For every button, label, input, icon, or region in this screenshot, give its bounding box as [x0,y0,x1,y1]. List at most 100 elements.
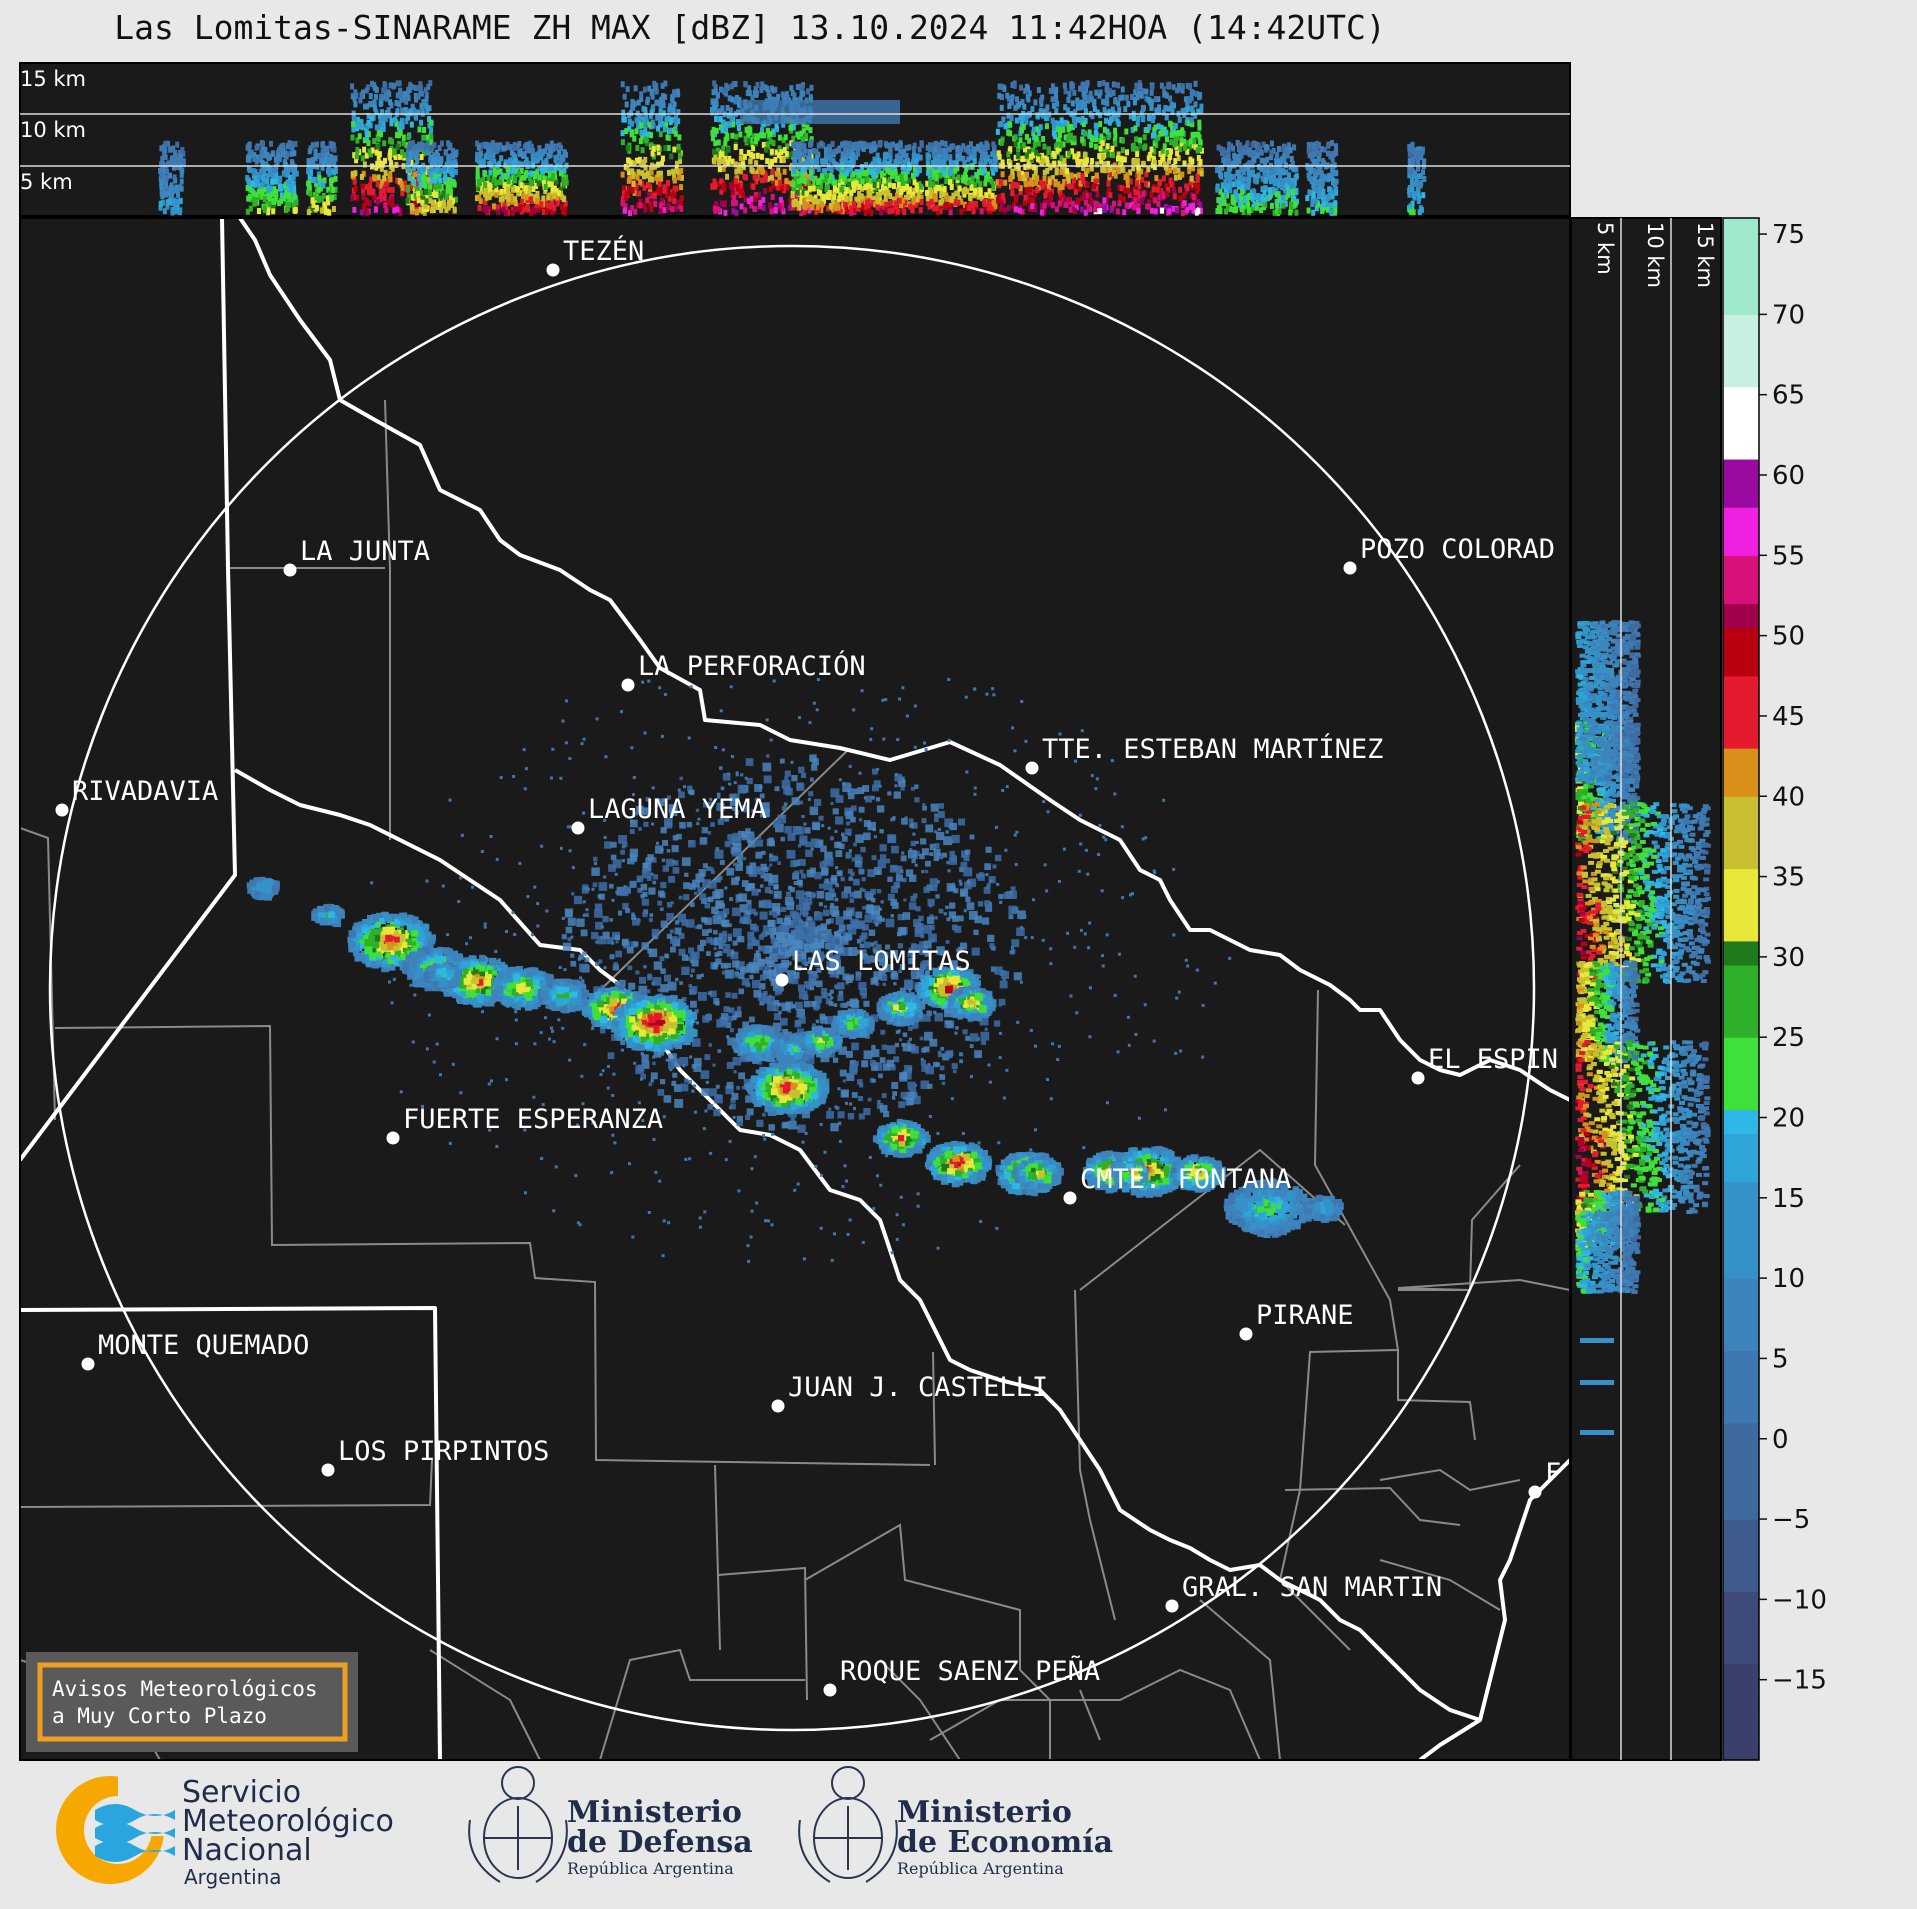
city-label: EL ESPIN [1428,1044,1558,1075]
colorbar-tick-label: −5 [1772,1505,1810,1535]
city-marker: TTE. ESTEBAN MARTÍNEZ [1025,733,1383,775]
city-label: GRAL. SAN MARTIN [1182,1572,1442,1603]
colorbar-tick-label: 0 [1772,1425,1789,1455]
city-marker: GRAL. SAN MARTIN [1165,1572,1442,1613]
city-dot-icon [1239,1327,1253,1341]
city-dot-icon [283,563,297,577]
city-markers: TEZÉN LA JUNTA POZO COLORAD LA PERFORACIÓN T… [55,235,1561,1697]
city-marker: LOS PIRPINTOS [321,1436,549,1477]
defensa-logo-line2: de Defensa [567,1825,753,1860]
city-marker: EL ESPIN [1411,1044,1558,1085]
smn-logo-line2: Meteorológico [182,1804,394,1839]
colorbar-tick-label: 25 [1772,1023,1805,1053]
colorbar-tick-label: −15 [1772,1666,1827,1696]
city-label: TEZÉN [563,235,644,267]
colorbar-tick-label: 45 [1772,702,1805,732]
city-label: F [1545,1458,1561,1489]
city-dot-icon [823,1683,837,1697]
city-marker: POZO COLORAD [1343,534,1555,575]
city-dot-icon [771,1399,785,1413]
radar-map-panel: TEZÉN LA JUNTA POZO COLORAD LA PERFORACIÓN T… [19,217,1571,1761]
side-altitude-label-10km: 10 km [1643,222,1667,288]
city-label: TTE. ESTEBAN MARTÍNEZ [1042,733,1383,765]
smn-logo-line3: Nacional [182,1833,312,1868]
radar-echoes [246,661,1344,1263]
warning-box-line1: Avisos Meteorológicos [52,1677,318,1701]
city-marker: LA PERFORACIÓN [621,650,866,692]
colorbar-tick-label: 30 [1772,943,1805,973]
city-label: CMTE. FONTANA [1080,1164,1291,1195]
side-panel-echoes [1575,620,1711,1435]
city-marker: F [1528,1458,1561,1499]
defensa-logo: Ministerio de Defensa República Argentin… [468,1766,753,1883]
city-label: MONTE QUEMADO [98,1330,309,1361]
colorbar-tick-label: 70 [1772,300,1805,330]
side-height-profile-panel: 5 km 10 km 15 km [1570,217,1722,1761]
city-label: FUERTE ESPERANZA [403,1104,663,1135]
city-marker: LAGUNA YEMA [571,794,767,835]
colorbar-tick-label: 50 [1772,622,1805,652]
city-label: LA PERFORACIÓN [638,650,866,682]
coat-of-arms-icon [468,1766,568,1883]
city-label: LOS PIRPINTOS [338,1436,549,1467]
city-label: LAS LOMITAS [792,946,971,977]
top-altitude-label-5km: 5 km [20,170,73,194]
city-dot-icon [546,263,560,277]
colorbar-color-blocks [1723,218,1759,1761]
city-marker: RIVADAVIA [55,776,218,817]
city-label: LA JUNTA [300,536,430,567]
city-dot-icon [321,1463,335,1477]
map-title: Las Lomitas-SINARAME ZH MAX [dBZ] 13.10.… [114,8,1386,47]
colorbar-tick-label: 55 [1772,541,1805,571]
city-marker: ROQUE SAENZ PEÑA [823,1655,1100,1697]
economia-logo-line3: República Argentina [897,1859,1064,1878]
city-marker: FUERTE ESPERANZA [386,1104,663,1145]
city-label: ROQUE SAENZ PEÑA [840,1655,1100,1687]
city-dot-icon [1343,561,1357,575]
colorbar-tick-label: 40 [1772,782,1805,812]
coat-of-arms-icon [798,1766,898,1883]
side-altitude-label-15km: 15 km [1693,222,1717,288]
city-dot-icon [81,1357,95,1371]
city-dot-icon [386,1131,400,1145]
defensa-logo-line3: República Argentina [567,1859,734,1878]
city-label: POZO COLORAD [1360,534,1555,565]
city-marker: CMTE. FONTANA [1063,1164,1291,1205]
top-altitude-label-10km: 10 km [20,118,86,142]
short-term-warnings-box[interactable]: Avisos Meteorológicos a Muy Corto Plazo [26,1652,358,1752]
city-label: RIVADAVIA [72,776,218,807]
city-marker: PIRANE [1239,1300,1354,1341]
defensa-logo-line1: Ministerio [567,1795,742,1830]
warning-box-line2: a Muy Corto Plazo [52,1704,267,1728]
city-dot-icon [1528,1485,1542,1499]
city-marker: MONTE QUEMADO [81,1330,309,1371]
city-marker: LAS LOMITAS [775,946,971,987]
colorbar-tick-label: 20 [1772,1104,1805,1134]
smn-logo-line4: Argentina [184,1865,282,1889]
economia-logo-line2: de Economía [897,1825,1113,1860]
side-altitude-label-5km: 5 km [1593,222,1617,275]
city-label: LAGUNA YEMA [588,794,767,825]
city-dot-icon [775,973,789,987]
province-boundaries [20,218,1570,1760]
smn-logo-line1: Servicio [182,1775,301,1810]
city-dot-icon [621,678,635,692]
economia-logo: Ministerio de Economía República Argenti… [798,1766,1113,1883]
city-dot-icon [571,821,585,835]
city-label: PIRANE [1256,1300,1354,1331]
city-dot-icon [1411,1071,1425,1085]
top-altitude-label-15km: 15 km [20,67,86,91]
city-dot-icon [1025,761,1039,775]
smn-logo: Servicio Meteorológico Nacional Argentin… [56,1775,394,1889]
radar-range-ring [48,244,1536,1732]
city-dot-icon [1165,1599,1179,1613]
colorbar-tick-label: 75 [1772,220,1805,250]
colorbar-tick-label: 15 [1772,1184,1805,1214]
colorbar-tick-label: 10 [1772,1264,1805,1294]
city-marker: LA JUNTA [283,536,430,577]
city-label: JUAN J. CASTELLI [788,1372,1048,1403]
city-dot-icon [1063,1191,1077,1205]
